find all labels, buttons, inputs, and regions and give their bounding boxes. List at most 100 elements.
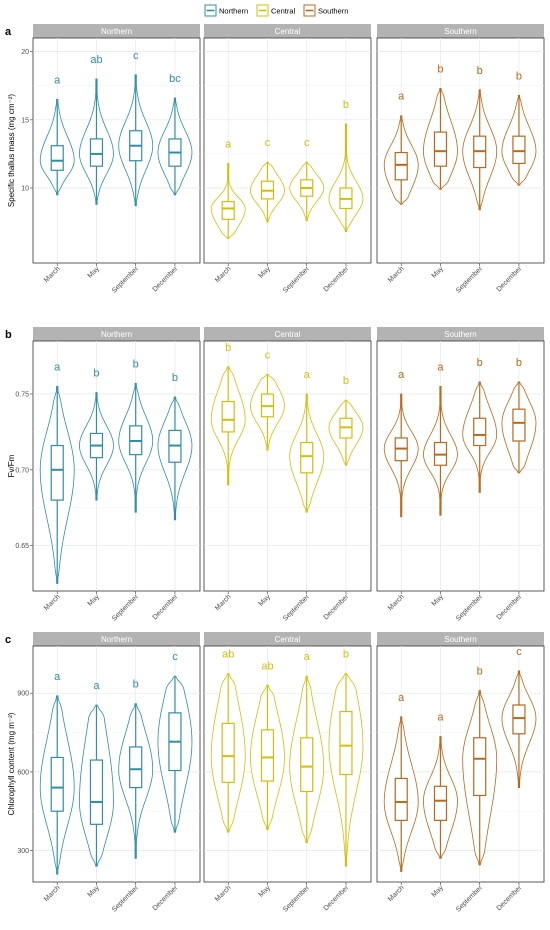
box <box>512 135 526 165</box>
facet-strip <box>33 24 200 38</box>
x-tick-label: September <box>282 593 312 623</box>
box <box>394 777 408 821</box>
x-tick-label: March <box>214 884 233 903</box>
significance-letter: c <box>516 646 522 658</box>
box <box>512 408 526 442</box>
facet-strip-label: Northern <box>101 330 132 339</box>
significance-letter: a <box>398 369 405 381</box>
significance-letter: b <box>133 358 139 370</box>
x-tick-label: December <box>496 884 524 912</box>
x-tick-label: May <box>258 884 273 899</box>
x-tick-label: March <box>214 265 233 284</box>
box <box>221 401 235 433</box>
box <box>394 151 408 181</box>
significance-letter: ab <box>261 660 273 672</box>
chart-c: c Chlorophyll content (mg m⁻²) Northern 300… <box>5 632 545 914</box>
significance-letter: b <box>516 357 522 369</box>
y-axis-title: Chlorophyll content (mg m⁻²) <box>7 712 16 815</box>
y-tick-label: 600 <box>17 769 29 776</box>
significance-letter: c <box>265 137 271 149</box>
significance-letter: b <box>477 65 483 77</box>
facet-strip-label: Central <box>275 635 301 644</box>
x-tick-label: March <box>43 265 62 284</box>
legend-label: Northern <box>219 7 248 16</box>
significance-letter: a <box>225 138 232 150</box>
facet-strip <box>204 327 371 341</box>
box <box>50 756 64 812</box>
box <box>300 737 314 793</box>
facet-strip <box>377 327 544 341</box>
x-tick-label: December <box>323 593 351 621</box>
box <box>512 704 526 735</box>
panel-a-southern: Southern a March b May b September b December <box>376 24 545 295</box>
box <box>260 729 275 782</box>
group-may: b May <box>423 63 458 280</box>
significance-letter: b <box>516 70 522 82</box>
x-tick-label: September <box>282 884 312 914</box>
significance-letter: a <box>93 680 100 692</box>
facet-strip-label: Central <box>275 27 301 36</box>
significance-letter: b <box>93 368 99 380</box>
group-may: a May <box>423 361 458 608</box>
facet-strip <box>204 24 371 38</box>
chart-b: b Fv/Fm Northern 0.65 0.70 0.75 a March b May b Sep… <box>5 327 545 623</box>
x-tick-label: March <box>43 593 62 612</box>
legend-label: Southern <box>318 7 348 16</box>
x-tick-label: December <box>323 265 351 293</box>
x-tick-label: March <box>43 884 62 903</box>
y-tick-label: 20 <box>21 49 29 56</box>
significance-letter: b <box>477 666 483 678</box>
y-axis-title: Specific thallus mass (mg cm⁻²) <box>7 94 16 207</box>
significance-letter: ab <box>222 649 234 661</box>
significance-letter: a <box>54 74 61 86</box>
facet-strip-label: Southern <box>444 635 476 644</box>
x-tick-label: March <box>387 884 406 903</box>
x-tick-label: May <box>258 593 273 608</box>
panel-label: b <box>5 329 12 341</box>
box <box>433 131 448 167</box>
x-tick-label: September <box>111 593 141 623</box>
x-tick-label: December <box>152 884 180 912</box>
y-tick-label: 300 <box>17 848 29 855</box>
x-tick-label: September <box>282 265 312 295</box>
x-tick-label: May <box>87 265 102 280</box>
group-march: a March <box>39 361 75 612</box>
x-tick-label: September <box>111 884 141 914</box>
significance-letter: b <box>343 649 349 661</box>
significance-letter: b <box>343 99 349 111</box>
box <box>473 737 487 797</box>
facet-strip-label: Northern <box>101 27 132 36</box>
significance-letter: b <box>172 372 178 384</box>
panel-label: a <box>5 26 12 38</box>
panel-c-central: Central ab March ab May a September b December <box>203 632 372 914</box>
x-tick-label: May <box>87 884 102 899</box>
y-tick-label: 10 <box>21 186 29 193</box>
x-tick-label: December <box>323 884 351 912</box>
significance-letter: b <box>133 679 139 691</box>
box <box>473 417 487 447</box>
significance-letter: a <box>304 651 311 663</box>
significance-letter: b <box>225 342 231 354</box>
significance-letter: b <box>343 375 349 387</box>
x-tick-label: December <box>496 265 524 293</box>
box <box>50 145 64 171</box>
y-tick-label: 900 <box>17 691 29 698</box>
box <box>50 444 64 501</box>
x-tick-label: December <box>152 265 180 293</box>
panel-a-central: Central a March c May c September b December <box>203 24 372 295</box>
significance-letter: a <box>54 361 61 373</box>
y-tick-label: 0.75 <box>15 392 29 399</box>
group-may: ab May <box>250 660 285 899</box>
group-may: a May <box>79 680 114 899</box>
box <box>339 710 353 776</box>
panel-label: c <box>5 634 11 646</box>
significance-letter: b <box>437 63 443 75</box>
facet-strip <box>33 327 200 341</box>
legend-key-southern: Southern <box>303 4 348 17</box>
panel-c-northern: Northern 300 600 900 a March a May b September c De… <box>17 632 201 914</box>
box <box>433 785 448 821</box>
significance-letter: c <box>304 137 310 149</box>
panel-b-southern: Southern a March a May b September b December <box>376 327 545 623</box>
facet-strip <box>33 632 200 646</box>
